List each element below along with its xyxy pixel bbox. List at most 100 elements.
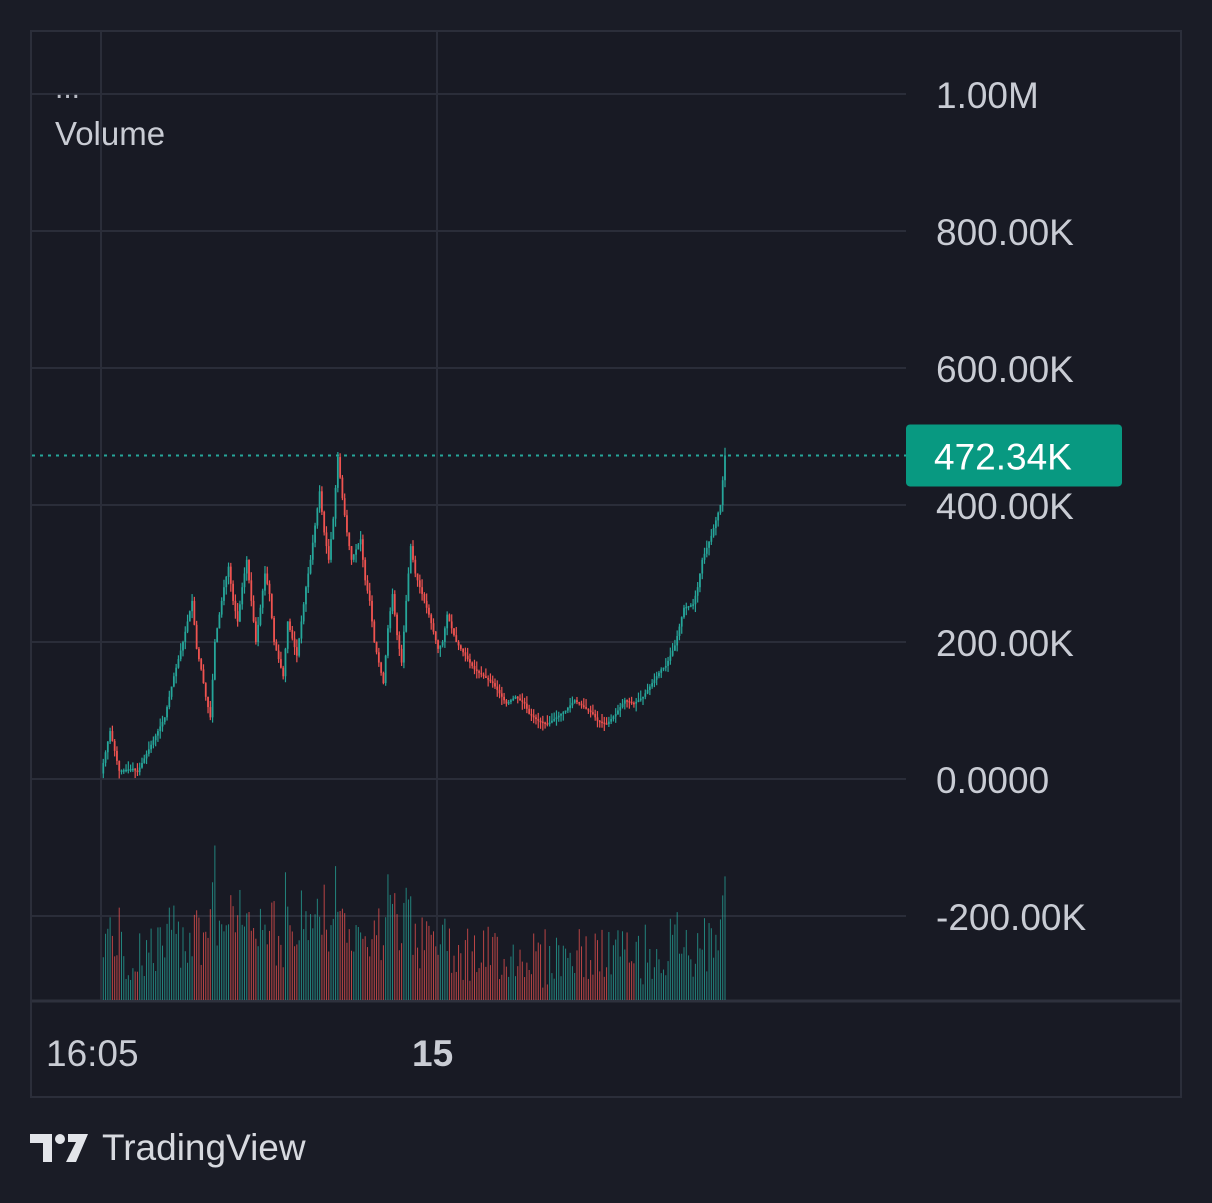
- candle-body: [298, 638, 301, 656]
- candle-body: [382, 672, 385, 684]
- candle-body: [398, 635, 401, 649]
- candle-body: [106, 741, 109, 753]
- candle-body: [125, 769, 127, 772]
- candle-body: [580, 703, 583, 706]
- candle-body: [633, 702, 635, 705]
- candle-body: [705, 547, 708, 554]
- candle-body: [273, 618, 275, 642]
- candle-body: [357, 544, 360, 550]
- candle-body: [195, 624, 198, 649]
- candle-body: [414, 559, 417, 574]
- y-axis[interactable]: 1.00M 800.00K 600.00K 400.00K 200.00K 0.0000 -…: [936, 75, 1086, 938]
- candle-body: [186, 621, 189, 632]
- candle-body: [227, 566, 230, 577]
- candle-body: [159, 726, 162, 732]
- candle-body: [122, 770, 125, 772]
- candle-body: [587, 708, 590, 711]
- y-tick-label: 800.00K: [936, 212, 1074, 253]
- candle-body: [614, 713, 617, 717]
- candle-body: [437, 640, 439, 649]
- candle-body: [464, 652, 467, 656]
- candle-body: [662, 667, 665, 670]
- candle-body: [496, 686, 499, 690]
- candle-body: [179, 650, 182, 660]
- candle-body: [284, 648, 287, 677]
- candle-body: [325, 532, 328, 547]
- legend-series-name: Volume: [55, 115, 165, 152]
- candle-body: [503, 696, 505, 701]
- candle-body: [562, 712, 565, 714]
- candle-body: [264, 573, 266, 591]
- candle-body: [364, 559, 367, 581]
- candle-body: [510, 700, 512, 702]
- candle-body: [610, 719, 613, 722]
- candle-body: [134, 768, 137, 771]
- candle-body: [648, 686, 651, 690]
- candle-body: [400, 648, 403, 663]
- candle-body: [172, 676, 175, 687]
- candle-body: [147, 749, 150, 754]
- candle-body: [152, 740, 155, 745]
- candle-body: [207, 696, 209, 708]
- candle-body: [145, 753, 148, 759]
- candle-body: [377, 652, 380, 663]
- candle-body: [113, 740, 116, 751]
- candle-body: [309, 559, 312, 574]
- candle-body: [234, 600, 237, 612]
- candle-body: [268, 583, 271, 595]
- candle-body: [557, 715, 560, 718]
- candle-body: [660, 669, 663, 673]
- candle-body: [578, 701, 581, 704]
- candle-body: [592, 712, 594, 714]
- candle-body: [225, 576, 228, 588]
- candle-body: [361, 539, 364, 560]
- candle-body: [380, 662, 383, 673]
- candle-body: [589, 710, 592, 713]
- candle-body: [642, 696, 644, 699]
- candle-body: [482, 674, 485, 677]
- candle-body: [277, 650, 280, 660]
- candle-body: [699, 573, 701, 588]
- candle-body: [598, 720, 601, 723]
- candle-body: [232, 583, 234, 601]
- brand-name[interactable]: TradingView: [102, 1127, 306, 1168]
- candle-body: [430, 614, 433, 624]
- candle-body: [280, 659, 282, 668]
- candle-body: [448, 614, 451, 622]
- candle-body: [683, 607, 685, 618]
- candle-body: [291, 630, 294, 639]
- candle-body: [539, 720, 542, 723]
- x-tick-label: 16:05: [46, 1033, 139, 1074]
- candle-body: [348, 532, 351, 547]
- volume-bars: [102, 845, 726, 1000]
- candle-body: [617, 710, 619, 714]
- candle-body: [375, 642, 378, 653]
- legend[interactable]: ... Volume: [55, 72, 165, 152]
- candle-body: [188, 611, 191, 622]
- candle-body: [553, 719, 556, 721]
- candle-body: [405, 600, 408, 632]
- candle-body: [658, 672, 660, 677]
- candle-body: [680, 617, 683, 627]
- candle-body: [651, 683, 654, 687]
- candle-body: [402, 631, 405, 663]
- candle-body: [480, 672, 483, 675]
- x-axis[interactable]: 16:05 15: [46, 1033, 453, 1074]
- candle-body: [166, 707, 168, 718]
- candle-body: [687, 606, 690, 608]
- candle-body: [111, 731, 114, 741]
- candle-body: [512, 698, 515, 701]
- candle-body: [694, 595, 697, 605]
- candle-body: [500, 693, 503, 697]
- candle-body: [350, 546, 353, 560]
- candle-body: [341, 477, 344, 499]
- tradingview-logo-icon[interactable]: [30, 1132, 90, 1164]
- candle-body: [193, 600, 196, 625]
- candle-body: [175, 667, 178, 677]
- candle-body: [423, 594, 426, 601]
- candle-body: [138, 767, 141, 773]
- legend-menu[interactable]: ...: [55, 72, 80, 105]
- candle-body: [352, 554, 355, 560]
- candle-body: [521, 700, 524, 702]
